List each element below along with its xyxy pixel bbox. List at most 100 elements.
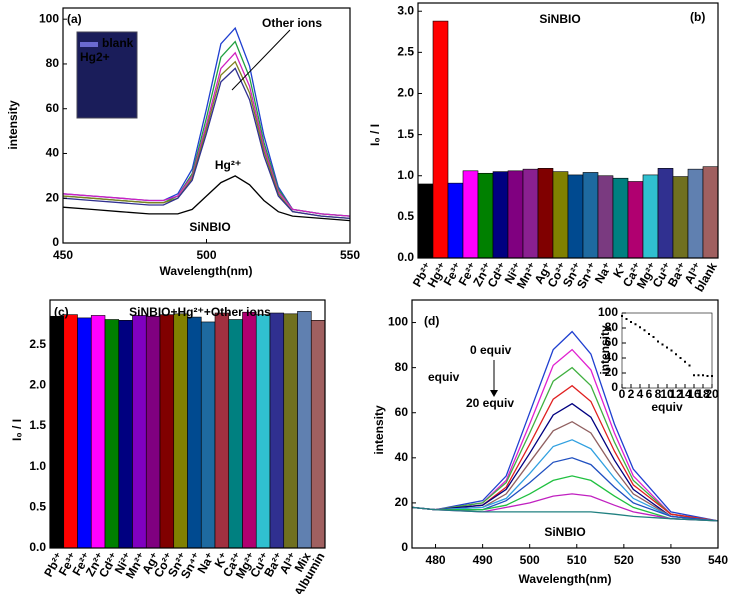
bar — [255, 314, 271, 549]
y-tick-label: 0 — [52, 235, 59, 249]
bar — [597, 175, 614, 259]
y-tick-label: 40 — [46, 146, 60, 160]
y-axis-label: I₀ / I — [368, 124, 382, 146]
bar — [447, 182, 464, 259]
point — [661, 343, 664, 346]
panel-label: (d) — [424, 314, 439, 328]
annotation: 0 equiv — [470, 343, 512, 357]
x-tick-label: 6 — [646, 387, 653, 401]
y-tick-label: 40 — [395, 450, 409, 464]
y-axis-label: intensity — [372, 405, 386, 455]
x-tick-label: 490 — [473, 553, 493, 567]
arrow-head — [490, 390, 498, 397]
bar — [537, 168, 554, 259]
point — [639, 326, 641, 329]
bar — [492, 171, 509, 259]
point — [684, 360, 686, 363]
annotation: 20 equiv — [466, 396, 514, 410]
bar — [77, 317, 92, 549]
plot-frame — [417, 2, 719, 259]
point — [670, 349, 673, 352]
bar — [49, 315, 65, 549]
bar — [477, 172, 494, 259]
spectrum-line — [62, 67, 351, 220]
bar — [657, 168, 674, 259]
spectrum-line — [62, 51, 351, 217]
spectrum-line — [411, 439, 719, 522]
y-tick-label: 2.5 — [397, 45, 414, 59]
bar — [567, 174, 584, 259]
point — [688, 364, 691, 367]
y-tick-label: 0.5 — [29, 500, 46, 514]
x-tick-label: 14 — [678, 387, 692, 401]
y-tick-label: 80 — [395, 360, 409, 374]
y-tick-label: 20 — [46, 190, 60, 204]
y-tick-label: 1.5 — [397, 127, 414, 141]
spectrum-line — [411, 402, 719, 522]
x-tick-label: 520 — [614, 553, 634, 567]
bar — [228, 319, 243, 549]
y-tick-label: 0 — [611, 380, 618, 394]
x-tick-label: 18 — [696, 387, 710, 401]
bar — [187, 316, 202, 549]
annotation: equiv — [428, 370, 460, 384]
inset-background — [622, 313, 712, 388]
x-tick-label: 0 — [619, 387, 626, 401]
y-tick-label: 40 — [605, 350, 619, 364]
y-tick-label: 0.0 — [29, 540, 46, 554]
annotation: SiNBIO — [539, 12, 580, 26]
point — [697, 374, 700, 377]
x-axis-label: Wavelength(nm) — [160, 264, 253, 278]
y-tick-label: 60 — [46, 101, 60, 115]
y-tick-label: 1.0 — [397, 168, 414, 182]
point — [657, 340, 659, 343]
x-tick-label: 8 — [655, 387, 662, 401]
annotation-arrow — [231, 29, 291, 91]
x-tick-label: 16 — [687, 387, 701, 401]
y-tick-label: 60 — [395, 405, 409, 419]
annotation: Hg²⁺ — [215, 158, 241, 172]
annotation: SiNBIO — [189, 220, 230, 234]
bar — [507, 170, 524, 259]
point — [634, 323, 637, 326]
y-tick-label: 60 — [605, 335, 619, 349]
annotation: SiNBIO — [544, 525, 585, 539]
x-tick-label: 500 — [196, 248, 216, 262]
plot-frame — [411, 299, 719, 549]
bar — [104, 319, 120, 549]
spectrum-line — [62, 60, 351, 220]
bar — [132, 315, 147, 549]
bar — [118, 320, 133, 549]
point — [666, 346, 668, 349]
annotation: Other ions — [262, 16, 322, 30]
x-tick-label: 12 — [669, 387, 683, 401]
x-tick-label: 480 — [426, 553, 446, 567]
bar — [552, 171, 569, 259]
bar — [242, 311, 257, 549]
bar — [63, 314, 78, 549]
bar — [173, 313, 188, 549]
x-tick-label: 500 — [520, 553, 540, 567]
y-tick-label: 100 — [39, 11, 59, 25]
inset-photo-band — [80, 42, 98, 47]
bar — [297, 311, 312, 549]
bar — [627, 181, 644, 259]
x-tick-label: 540 — [708, 553, 728, 567]
bar — [417, 183, 434, 259]
x-tick-label: 450 — [53, 248, 73, 262]
bar — [269, 312, 285, 549]
bar — [522, 168, 539, 259]
bar — [90, 315, 106, 549]
bar — [159, 314, 175, 549]
x-tick-label: 2 — [628, 387, 635, 401]
point — [679, 357, 682, 359]
plot-frame — [49, 299, 326, 549]
y-tick-label: 20 — [605, 365, 619, 379]
y-tick-label: 3.0 — [397, 3, 414, 17]
y-tick-label: 0.0 — [397, 250, 414, 264]
panel-label: (c) — [54, 305, 69, 319]
point — [648, 333, 650, 335]
y-tick-label: 2.0 — [397, 86, 414, 100]
y-tick-label: 1.0 — [29, 459, 46, 473]
panel-title: SiNBIO+Hg²⁺+Other ions — [129, 305, 271, 319]
